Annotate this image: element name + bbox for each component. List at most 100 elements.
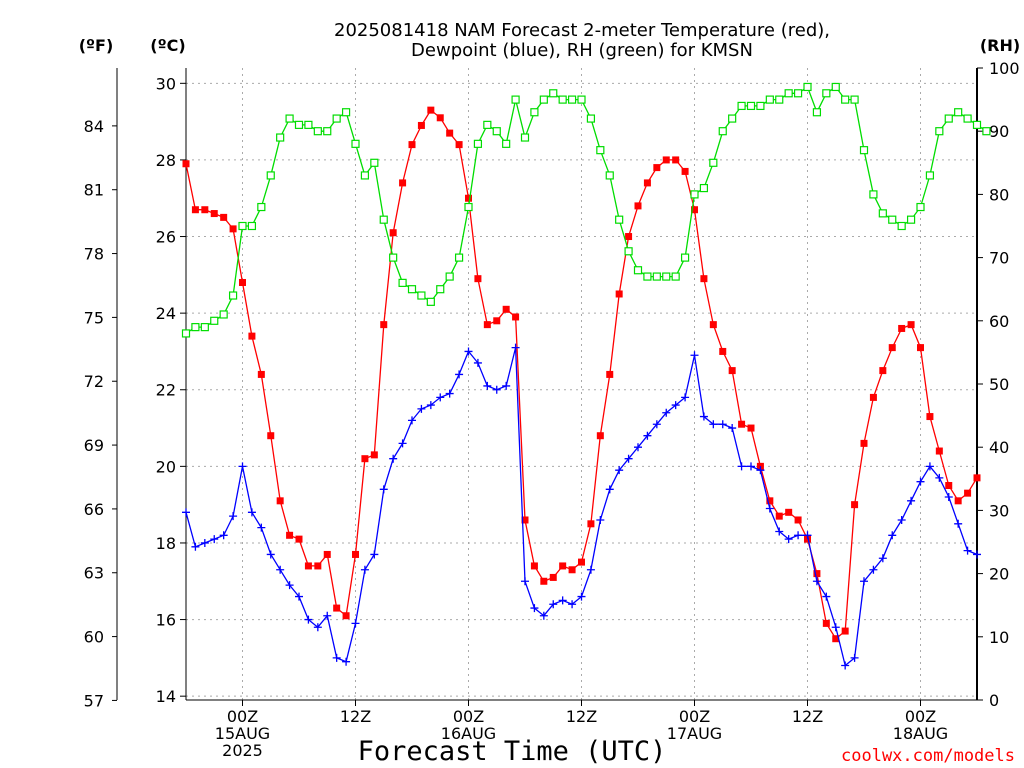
dewpoint-point [323, 611, 332, 620]
temperature-point [973, 474, 981, 482]
unit-label-celsius: (ºC) [150, 36, 185, 55]
rh-point [341, 108, 351, 117]
dewpoint-point [652, 420, 661, 429]
rh-point [577, 95, 586, 104]
dewpoint-point [775, 527, 784, 536]
dewpoint-point [445, 389, 454, 398]
time-tick-label: 15AUG [215, 724, 270, 743]
time-tick-label: 12Z [566, 707, 597, 726]
x-axis-label: Forecast Time (UTC) [358, 736, 667, 767]
time-tick-label: 18AUG [893, 724, 948, 743]
celsius-tick-label: 28 [156, 151, 176, 170]
time-tick-label: 00Z [905, 707, 936, 726]
temperature-point [559, 562, 567, 570]
temperature-point [333, 604, 341, 612]
rh-point [728, 114, 737, 123]
dewpoint-point [803, 531, 812, 540]
rh-tick-label: 70 [989, 249, 1009, 268]
dewpoint-point [935, 473, 944, 482]
dewpoint-point [238, 462, 247, 471]
celsius-tick-label: 16 [156, 611, 176, 630]
rh-point [379, 215, 388, 224]
credit-text: coolwx.com/models [841, 746, 1015, 766]
dewpoint-point [643, 431, 652, 440]
rh-point [294, 120, 304, 129]
dewpoint-point [831, 623, 840, 632]
rh-point [407, 285, 417, 294]
rh-tick-label: 10 [989, 628, 1009, 647]
dewpoint-point [568, 600, 577, 609]
fahrenheit-tick-label: 81 [84, 181, 104, 200]
dewpoint-point [888, 531, 897, 540]
temperature-point [483, 321, 491, 329]
dewpoint-point [426, 401, 435, 410]
dewpoint-point [850, 653, 859, 662]
dewpoint-point [521, 577, 529, 586]
dewpoint-point [351, 619, 360, 628]
dewpoint-point [907, 496, 916, 505]
rh-point [464, 202, 473, 212]
celsius-tick-label: 24 [156, 304, 176, 323]
dewpoint-point [332, 653, 341, 662]
rh-point [502, 139, 511, 148]
time-tick-label: 00Z [453, 707, 484, 726]
dewpoint-point [200, 538, 209, 547]
dewpoint-point [709, 420, 718, 429]
rh-point [756, 101, 765, 111]
rh-point [473, 139, 483, 148]
rh-point [520, 133, 530, 142]
rh-point [351, 139, 360, 148]
dewpoint-point [615, 466, 624, 475]
dewpoint-point [539, 611, 548, 620]
temperature-point [323, 550, 331, 558]
temperature-point [578, 558, 585, 566]
temperature-point [851, 501, 859, 509]
chart-title-line-2: Dewpoint (blue), RH (green) for KMSN [411, 40, 753, 61]
dewpoint-point [822, 592, 831, 601]
rh-point [276, 133, 285, 142]
rh-tick-label: 80 [989, 185, 1009, 204]
dewpoint-point [765, 504, 774, 513]
rh-point [709, 158, 718, 167]
temperature-point [257, 370, 265, 378]
grid-lines [186, 68, 977, 700]
temperature-point [182, 160, 190, 168]
rh-point [266, 171, 275, 180]
dewpoint-point [389, 454, 398, 463]
rh-point [247, 221, 257, 231]
dewpoint-point [841, 661, 850, 670]
dewpoint-point [483, 381, 492, 390]
temperature-point [606, 370, 614, 378]
temperature-point [860, 439, 868, 447]
rh-point [332, 114, 341, 123]
temperature-point [700, 275, 708, 283]
rh-point [511, 95, 520, 104]
rh-point [313, 127, 322, 136]
temperature-point [879, 367, 887, 375]
rh-point [417, 291, 426, 300]
rh-point [652, 272, 661, 281]
dewpoint-point [492, 385, 501, 394]
rh-point [671, 272, 680, 281]
temperature-point [907, 321, 915, 329]
dewpoint-point [634, 443, 642, 452]
unit-label-rh: (RH) [980, 36, 1020, 55]
temperature-point [201, 206, 209, 214]
temperature-point [380, 321, 388, 329]
temperature-point [898, 324, 906, 332]
rh-point [972, 120, 982, 129]
rh-tick-label: 30 [989, 501, 1009, 520]
temperature-point [370, 451, 378, 459]
temperature-point [248, 332, 256, 340]
rh-tick-label: 60 [989, 312, 1009, 331]
dewpoint-point [182, 508, 190, 517]
fahrenheit-tick-label: 60 [84, 628, 104, 647]
temperature-point [926, 413, 934, 421]
dewpoint-point [257, 523, 266, 532]
rh-point [935, 127, 944, 136]
rh-point [906, 215, 916, 224]
temperature-point [314, 562, 322, 570]
dewpoint-point [379, 485, 388, 494]
temperature-point [286, 531, 294, 539]
